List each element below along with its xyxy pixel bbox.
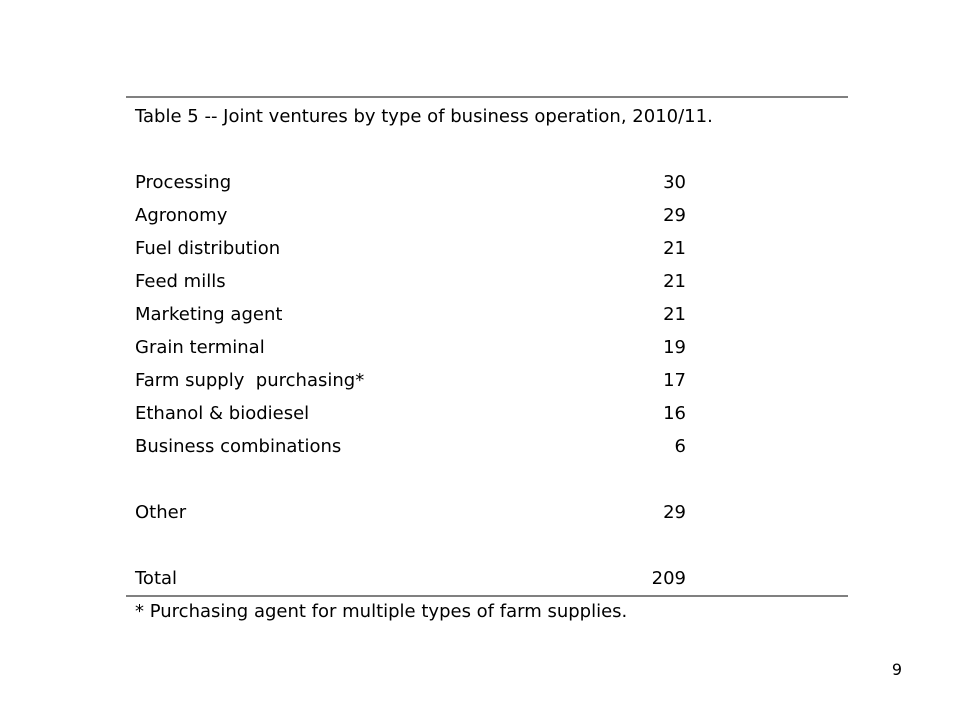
table-caption: Table 5 -- Joint ventures by type of bus… (135, 106, 713, 127)
row-label: Agronomy (135, 205, 228, 226)
blank-row (126, 529, 848, 562)
row-value: 16 (663, 403, 686, 424)
row-value: 19 (663, 337, 686, 358)
table-footnote: * Purchasing agent for multiple types of… (135, 601, 628, 622)
row-label: Business combinations (135, 436, 342, 457)
row-value: 30 (663, 172, 686, 193)
row-label: Marketing agent (135, 304, 283, 325)
row-label: Ethanol & biodiesel (135, 403, 310, 424)
row-label: Feed mills (135, 271, 226, 292)
table-row: Agronomy 29 (126, 199, 848, 232)
table-bottom-rule (126, 595, 848, 597)
row-value: 21 (663, 238, 686, 259)
page-number: 9 (891, 660, 902, 679)
table-top-rule (126, 96, 848, 98)
table-row-total: Total 209 (126, 562, 848, 595)
row-label: Grain terminal (135, 337, 265, 358)
row-label: Fuel distribution (135, 238, 281, 259)
row-label: Farm supply purchasing* (135, 370, 365, 391)
row-value: 209 (651, 568, 686, 589)
row-label: Other (135, 502, 187, 523)
row-value: 21 (663, 304, 686, 325)
table-row: Farm supply purchasing* 17 (126, 364, 848, 397)
row-value: 29 (663, 502, 686, 523)
table-row: Feed mills 21 (126, 265, 848, 298)
table-row: Grain terminal 19 (126, 331, 848, 364)
table-spacer (126, 135, 848, 166)
table-row-other: Other 29 (126, 496, 848, 529)
table-row: Processing 30 (126, 166, 848, 199)
row-label: Processing (135, 172, 232, 193)
table-row: Fuel distribution 21 (126, 232, 848, 265)
row-value: 6 (674, 436, 686, 457)
table-row: Ethanol & biodiesel 16 (126, 397, 848, 430)
row-value: 17 (663, 370, 686, 391)
table-row: Marketing agent 21 (126, 298, 848, 331)
table-row: Business combinations 6 (126, 430, 848, 463)
row-value: 29 (663, 205, 686, 226)
row-value: 21 (663, 271, 686, 292)
row-label: Total (135, 568, 178, 589)
data-table: Table 5 -- Joint ventures by type of bus… (126, 96, 848, 627)
blank-row (126, 463, 848, 496)
